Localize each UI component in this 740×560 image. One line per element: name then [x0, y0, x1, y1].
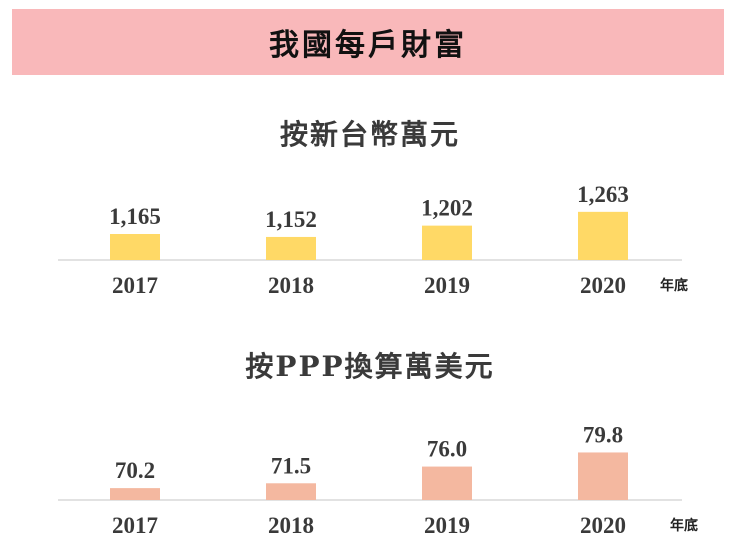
data-label-2020: 79.8	[583, 422, 623, 447]
x-tick-2018: 2018	[268, 513, 314, 538]
data-label-2017: 70.2	[115, 458, 155, 483]
bar-2020	[578, 211, 628, 260]
chart-ntd-wealth: 1,165 2017 1,152 2018 1,202 2019 1,263 2020 年底	[58, 182, 688, 298]
chart-ppp-wealth: 70.2 2017 71.5 2018 76.0 2019 79.8 2020 年底	[58, 422, 698, 538]
bar-2018	[266, 483, 316, 500]
x-tick-2020: 2020	[580, 273, 626, 298]
bar-2018	[266, 236, 316, 260]
bar-2019	[422, 466, 472, 500]
x-tick-2017: 2017	[112, 513, 158, 538]
page-title: 我國每戶財富	[269, 28, 467, 63]
x-unit-label: 年底	[660, 277, 688, 294]
x-tick-2017: 2017	[112, 273, 158, 298]
data-label-2017: 1,165	[109, 204, 161, 229]
data-label-2018: 71.5	[271, 453, 311, 478]
data-label-2020: 1,263	[577, 182, 629, 207]
data-label-2019: 76.0	[427, 437, 467, 462]
data-label-2019: 1,202	[421, 196, 473, 221]
x-tick-2020: 2020	[580, 513, 626, 538]
bar-2017	[110, 488, 160, 500]
x-unit-label: 年底	[670, 517, 698, 534]
x-tick-2019: 2019	[424, 273, 470, 298]
bar-2019	[422, 225, 472, 260]
x-tick-2018: 2018	[268, 273, 314, 298]
bar-2020	[578, 452, 628, 500]
title-banner: 我國每戶財富	[12, 9, 724, 75]
chart-2-title: 按PPP換算萬美元	[245, 350, 495, 383]
bar-2017	[110, 234, 160, 260]
chart-1-title: 按新台幣萬元	[279, 118, 460, 151]
data-label-2018: 1,152	[265, 207, 317, 232]
x-tick-2019: 2019	[424, 513, 470, 538]
